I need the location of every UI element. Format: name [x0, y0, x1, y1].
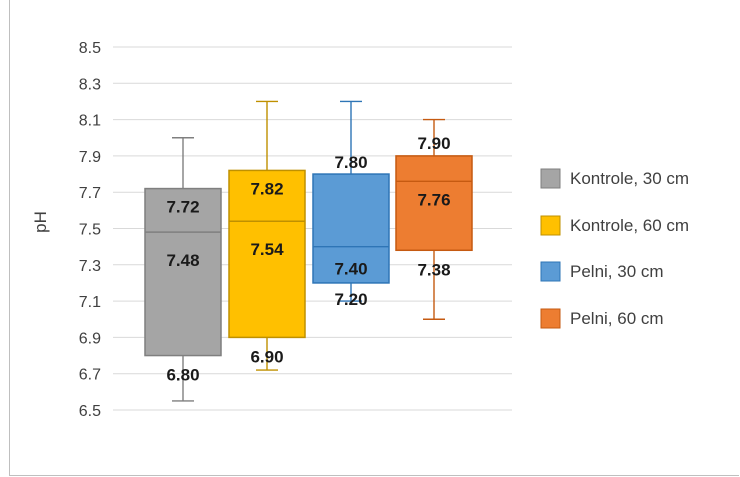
legend-item: Pelni, 30 cm	[540, 261, 664, 282]
data-label-q1: 7.38	[417, 260, 450, 279]
data-label-median: 7.40	[334, 260, 367, 279]
y-tick-label: 8.3	[79, 76, 101, 93]
legend-swatch	[540, 168, 561, 189]
box-1	[144, 137, 222, 402]
y-axis-title: pH	[31, 211, 50, 233]
boxes	[144, 100, 473, 402]
y-tick-label: 7.5	[79, 222, 101, 239]
y-tick-label: 7.3	[79, 258, 101, 275]
box-iqr	[144, 187, 222, 357]
data-label-median: 7.76	[417, 190, 450, 209]
box-iqr	[228, 169, 306, 339]
box-3	[312, 100, 390, 302]
y-tick-label: 6.7	[79, 367, 101, 384]
y-tick-label: 7.1	[79, 294, 101, 311]
box-iqr	[395, 155, 473, 252]
data-label-q1: 6.90	[250, 347, 283, 366]
data-label-median: 7.54	[250, 240, 284, 259]
chart-frame	[9, 0, 739, 476]
data-label-q1: 6.80	[166, 366, 199, 385]
data-label-q3: 7.90	[417, 134, 450, 153]
legend-label: Pelni, 30 cm	[570, 262, 664, 281]
legend: Kontrole, 30 cm Kontrole, 60 cm Pelni, 30 …	[540, 168, 689, 329]
y-tick-label: 7.7	[79, 185, 101, 202]
legend-label: Kontrole, 60 cm	[570, 216, 689, 235]
box-4	[395, 118, 473, 320]
data-label-q3: 7.82	[250, 179, 283, 198]
legend-label: Pelni, 60 cm	[570, 309, 664, 328]
data-labels: 7.72 7.48 6.80 7.82 7.54 6.90 7.80 7.40 7.20 7.90…	[166, 134, 450, 385]
legend-item: Pelni, 60 cm	[540, 308, 664, 329]
y-tick-label: 6.9	[79, 330, 101, 347]
data-label-q1: 7.20	[334, 290, 367, 309]
y-tick-label: 8.5	[79, 40, 101, 57]
y-axis: 6.5 6.7 6.9 7.1 7.3 7.5 7.7 7.9 8.1 8.3 8.5	[79, 40, 101, 420]
legend-swatch	[540, 261, 561, 282]
legend-item: Kontrole, 60 cm	[540, 215, 689, 236]
data-label-median: 7.48	[166, 251, 199, 270]
legend-label: Kontrole, 30 cm	[570, 169, 689, 188]
y-tick-label: 7.9	[79, 149, 101, 166]
data-label-q3: 7.72	[166, 198, 199, 217]
box-2	[228, 100, 306, 371]
data-label-q3: 7.80	[334, 153, 367, 172]
legend-item: Kontrole, 30 cm	[540, 168, 689, 189]
legend-swatch	[540, 215, 561, 236]
legend-swatch	[540, 308, 561, 329]
box-iqr	[312, 173, 390, 284]
y-tick-label: 8.1	[79, 113, 101, 130]
y-tick-label: 6.5	[79, 403, 101, 420]
